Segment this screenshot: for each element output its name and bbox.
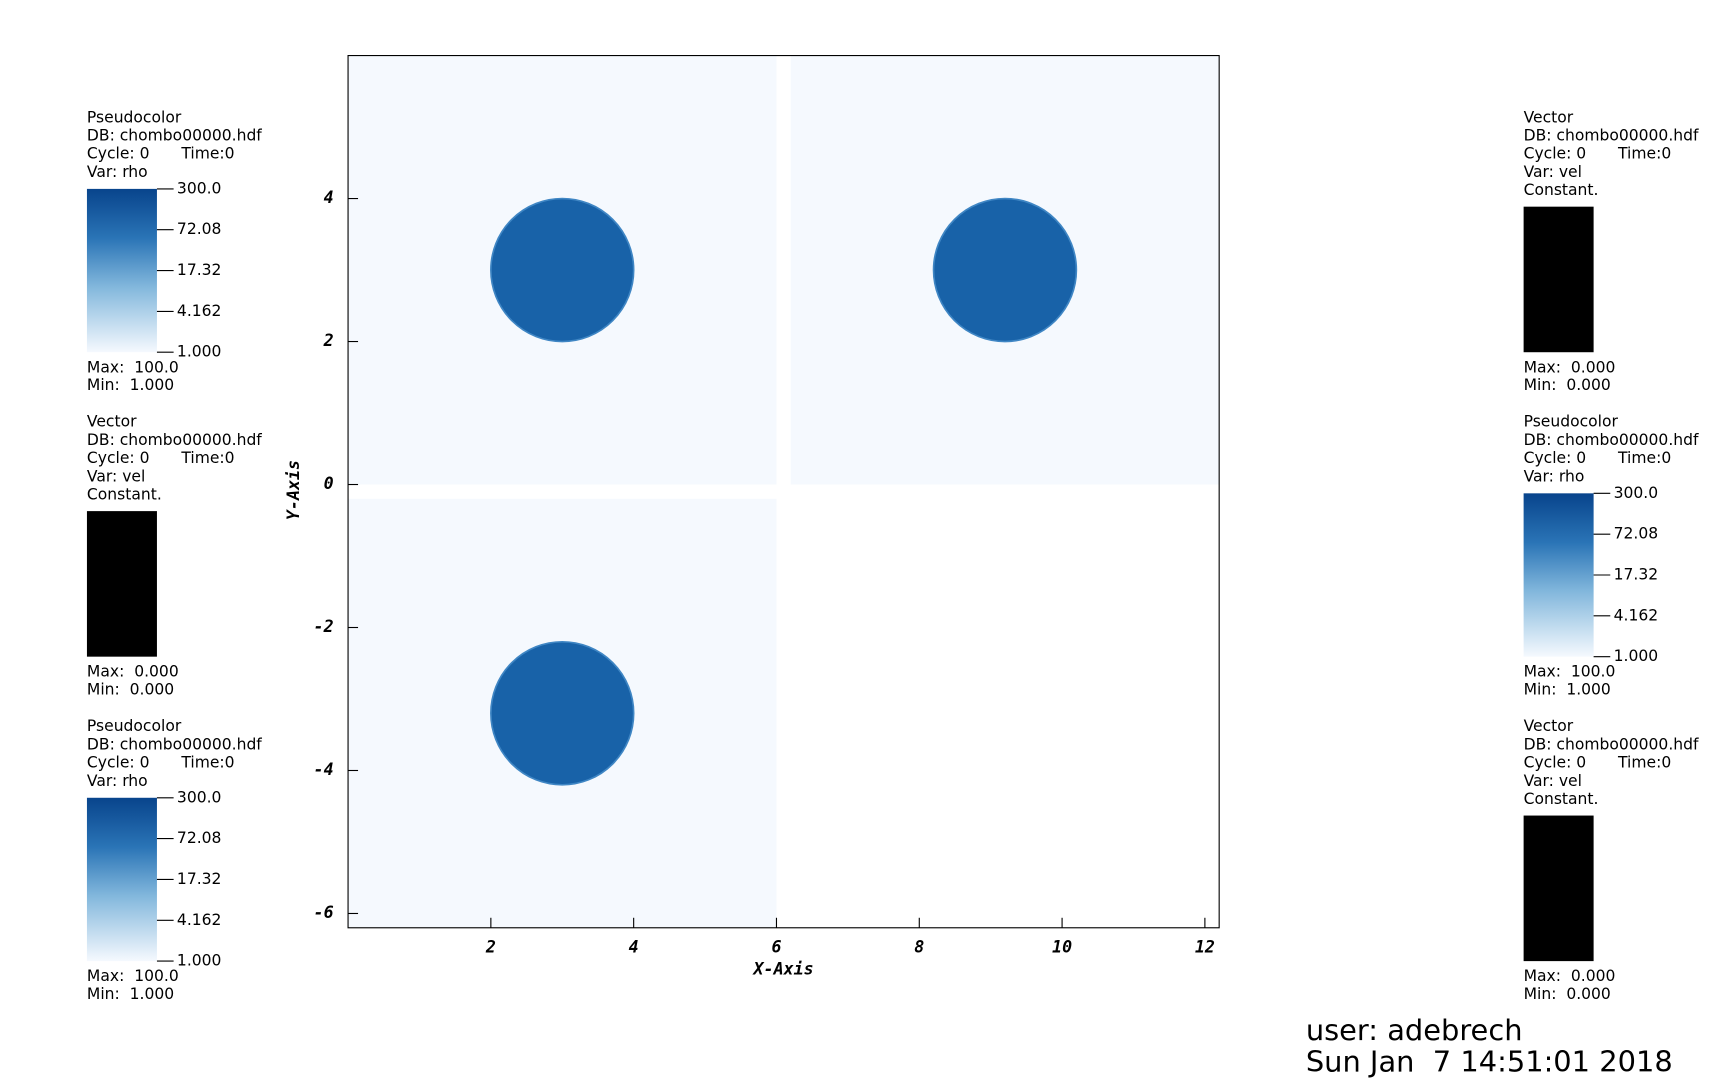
colorbar-label: 1.000 <box>177 343 222 361</box>
colorbar-label: 1.000 <box>177 952 222 970</box>
legend-var: Var: rho <box>87 163 148 181</box>
legend-min: Min: 0.000 <box>1524 985 1611 1003</box>
y-axis-label: Y-Axis <box>284 460 303 520</box>
x-tick-label: 12 <box>1195 937 1215 956</box>
legend-var: Var: rho <box>1524 467 1585 485</box>
legend-min: Min: 1.000 <box>87 985 174 1003</box>
x-tick-label: 10 <box>1052 937 1072 956</box>
legend-cycle: Cycle: 0 <box>87 449 150 467</box>
legend-plot: Vector <box>87 413 137 431</box>
legend-min: Min: 1.000 <box>87 376 174 394</box>
legend-var: Var: vel <box>1524 772 1582 790</box>
plot-area <box>348 55 1220 928</box>
colorbar-label: 72.08 <box>177 220 222 238</box>
y-tick-label: 0 <box>324 474 334 493</box>
legend-constant: Constant. <box>1524 181 1599 199</box>
y-tick-label: -2 <box>314 617 334 636</box>
colorbar-label: 300.0 <box>177 179 222 197</box>
x-axis-label: X-Axis <box>752 960 814 979</box>
legend-db: DB: chombo00000.hdf <box>87 735 262 753</box>
x-tick-label: 8 <box>914 937 924 956</box>
legend-max: Max: 100.0 <box>1524 663 1616 681</box>
legend-plot: Pseudocolor <box>87 108 182 126</box>
colorbar-label: 17.32 <box>177 870 222 888</box>
x-tick-label: 4 <box>629 937 639 956</box>
colorbar-label: 72.08 <box>1614 525 1659 543</box>
colorbar <box>86 188 157 353</box>
colorbar-label: 17.32 <box>1614 566 1659 584</box>
x-tick-label: 2 <box>485 937 496 956</box>
vector-bar <box>1523 815 1594 962</box>
x-tick-label: 6 <box>771 937 781 956</box>
y-tick-label: 4 <box>324 188 334 207</box>
legend-db: DB: chombo00000.hdf <box>1524 431 1699 449</box>
legend-cycle: Cycle: 0 <box>87 145 150 163</box>
legend-max: Max: 0.000 <box>87 663 179 681</box>
legend-var: Var: vel <box>87 467 145 485</box>
legend-time: Time:0 <box>180 145 234 163</box>
colorbar-label: 72.08 <box>177 829 222 847</box>
legend-var: Var: rho <box>87 772 148 790</box>
colorbar-label: 17.32 <box>177 261 222 279</box>
legend-max: Max: 100.0 <box>87 967 179 985</box>
plot-frame <box>347 55 1220 929</box>
legend-db: DB: chombo00000.hdf <box>1524 735 1699 753</box>
legend-time: Time:0 <box>180 754 234 772</box>
legend-constant: Constant. <box>87 486 162 504</box>
legend-db: DB: chombo00000.hdf <box>87 127 262 145</box>
colorbar-label: 300.0 <box>177 788 222 806</box>
colorbar <box>1523 493 1594 657</box>
legend-plot: Vector <box>1524 717 1574 735</box>
legend-min: Min: 1.000 <box>1524 681 1611 699</box>
legend-cycle: Cycle: 0 <box>87 754 150 772</box>
legend-var: Var: vel <box>1524 163 1582 181</box>
legend-db: DB: chombo00000.hdf <box>1524 127 1699 145</box>
legend-time: Time:0 <box>180 449 234 467</box>
colorbar-label: 1.000 <box>1614 647 1659 665</box>
legend-db: DB: chombo00000.hdf <box>87 431 262 449</box>
blob <box>932 197 1078 343</box>
user-label: user: adebrech <box>1306 1013 1523 1047</box>
legend-cycle: Cycle: 0 <box>1524 145 1587 163</box>
legend-plot: Vector <box>1524 108 1574 126</box>
legend-max: Max: 0.000 <box>1524 967 1616 985</box>
legend-time: Time:0 <box>1617 754 1671 772</box>
colorbar-label: 4.162 <box>177 302 222 320</box>
legend-time: Time:0 <box>1617 449 1671 467</box>
y-tick-label: 2 <box>323 331 334 350</box>
colorbar <box>86 797 157 962</box>
y-tick-label: -4 <box>314 760 334 779</box>
legend-min: Min: 0.000 <box>1524 376 1611 394</box>
legend-max: Max: 0.000 <box>1524 358 1616 376</box>
legend-cycle: Cycle: 0 <box>1524 449 1587 467</box>
colorbar-label: 300.0 <box>1614 484 1659 502</box>
legend-plot: Pseudocolor <box>1524 413 1619 431</box>
y-tick-label: -6 <box>314 903 334 922</box>
legend-plot: Pseudocolor <box>87 717 182 735</box>
legend-time: Time:0 <box>1617 145 1671 163</box>
blob <box>490 197 635 343</box>
legend-constant: Constant. <box>1524 790 1599 808</box>
legend-cycle: Cycle: 0 <box>1524 754 1587 772</box>
vector-bar <box>86 511 157 657</box>
date-label: Sun Jan 7 14:51:01 2018 <box>1306 1044 1673 1078</box>
blob <box>490 640 635 786</box>
legend-max: Max: 100.0 <box>87 358 179 376</box>
colorbar-label: 4.162 <box>177 911 222 929</box>
colorbar-label: 4.162 <box>1614 606 1659 624</box>
vector-bar <box>1523 206 1594 353</box>
legend-min: Min: 0.000 <box>87 681 174 699</box>
